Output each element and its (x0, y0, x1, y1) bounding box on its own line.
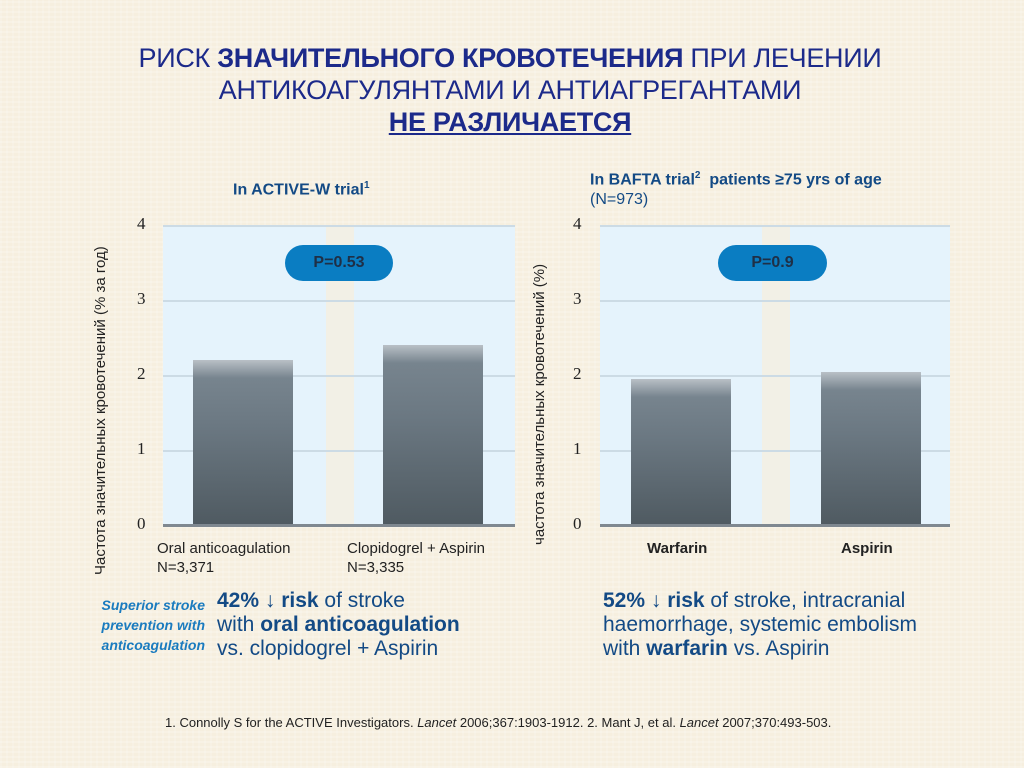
right-y-axis-label: частота значительных кровотечений (%) (531, 263, 548, 545)
category-label-clopidogrel-aspirin: Clopidogrel + Aspirin N=3,335 (347, 540, 485, 576)
side-note: Superior stroke prevention with anticoag… (101, 597, 205, 653)
references-footnote: 1. Connolly S for the ACTIVE Investigato… (165, 715, 832, 730)
left-tick-4: 4 (137, 214, 146, 233)
gridline (163, 450, 515, 452)
left-y-axis-label: Частота значительных кровотечений (% за … (92, 246, 109, 575)
x-axis-baseline (163, 524, 515, 527)
gridline (600, 375, 950, 377)
left-tick-0: 0 (137, 514, 146, 533)
p-value-badge: P=0.9 (718, 245, 827, 281)
right-tick-4: 4 (573, 214, 582, 233)
gridline (163, 375, 515, 377)
gridline (600, 450, 950, 452)
gridline (163, 300, 515, 302)
bar-oral-anticoagulation (193, 360, 293, 525)
bar-clopidogrel-aspirin (383, 345, 483, 525)
gridline (163, 225, 515, 227)
left-tick-3: 3 (137, 289, 146, 308)
gridline (600, 225, 950, 227)
left-tick-1: 1 (137, 439, 146, 458)
right-tick-0: 0 (573, 514, 582, 533)
category-label-warfarin: Warfarin (647, 540, 708, 557)
left-conclusion-note: 42% ↓ risk of stroke with oral anticoagu… (217, 589, 460, 660)
left-plot-area: P=0.53 (163, 225, 515, 527)
right-plot-area: P=0.9 (600, 225, 950, 527)
title-line1-suffix: ПРИ ЛЕЧЕНИИ (683, 43, 882, 73)
left-chart-title: In ACTIVE-W trial1 (233, 180, 370, 199)
right-conclusion-note: 52% ↓ risk of stroke, intracranial haemo… (603, 589, 917, 660)
title-line3: НЕ РАЗЛИЧАЕТСЯ (388, 107, 632, 137)
bar-warfarin (631, 378, 731, 525)
right-chart-title: In BAFTA trial2 patients ≥75 yrs of age (590, 170, 882, 189)
title-line1-bold: ЗНАЧИТЕЛЬНОГО КРОВОТЕЧЕНИЯ (217, 43, 684, 73)
bar-aspirin (821, 372, 921, 525)
title-line1-prefix: РИСК (138, 43, 218, 73)
gridline (600, 300, 950, 302)
category-label-aspirin: Aspirin (841, 540, 893, 557)
right-chart-subtitle: (N=973) (590, 191, 649, 208)
left-tick-2: 2 (137, 364, 146, 383)
down-arrow-icon: ↓ (264, 589, 276, 612)
right-tick-1: 1 (573, 439, 582, 458)
right-tick-2: 2 (573, 364, 582, 383)
slide-title: РИСК ЗНАЧИТЕЛЬНОГО КРОВОТЕЧЕНИЯ ПРИ ЛЕЧЕ… (60, 42, 960, 138)
p-value-badge: P=0.53 (285, 245, 393, 281)
down-arrow-icon: ↓ (650, 589, 662, 612)
right-tick-3: 3 (573, 289, 582, 308)
title-line2: АНТИКОАГУЛЯНТАМИ И АНТИАГРЕГАНТАМИ (218, 75, 802, 105)
category-label-oral-anticoagulation: Oral anticoagulation N=3,371 (157, 540, 291, 576)
x-axis-baseline (600, 524, 950, 527)
